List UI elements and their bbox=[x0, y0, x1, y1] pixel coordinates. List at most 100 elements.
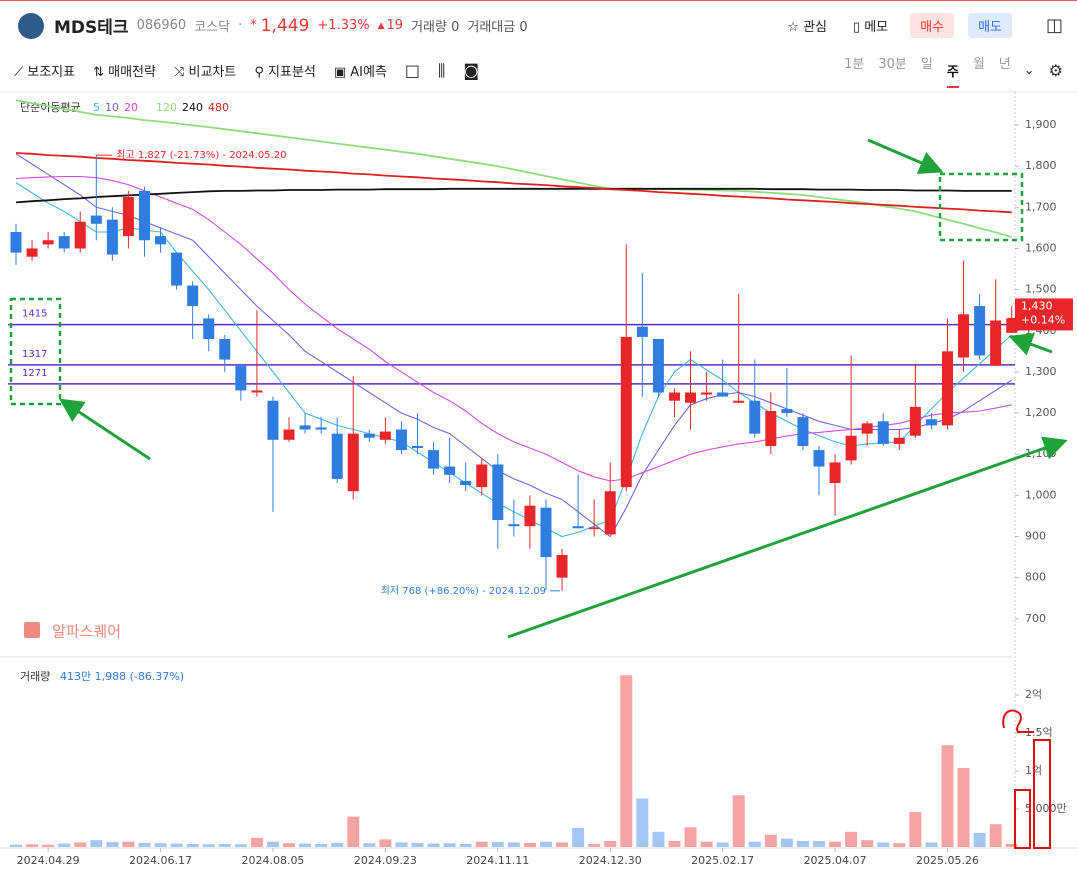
candle-body bbox=[331, 433, 343, 479]
volume-bar bbox=[491, 842, 504, 847]
toolbar-item[interactable]: ⤨ 비교차트 bbox=[173, 64, 237, 80]
toolbar-items: ⟋ 보조지표 ⇅ 매매전략 ⤨ 비교차트 ⚲ 지표분석 ▣ AI예측 □ ⫼ ◙ bbox=[14, 61, 497, 81]
market: 코스닥 bbox=[194, 20, 231, 35]
toolbar-item[interactable]: ⇅ 매매전략 bbox=[93, 64, 156, 80]
last-change: +0.14% bbox=[1021, 313, 1065, 326]
candle-body bbox=[620, 336, 632, 488]
horizontal-line-label: 1415 bbox=[22, 309, 47, 320]
volume-bar bbox=[604, 840, 617, 847]
candle-body bbox=[524, 505, 536, 527]
volume-bar bbox=[668, 840, 681, 847]
period[interactable]: 1분 bbox=[844, 57, 865, 72]
last-price: 1,430 bbox=[1021, 299, 1053, 312]
volume-bar bbox=[363, 843, 376, 847]
period[interactable]: 주 bbox=[946, 61, 959, 88]
volume-bar bbox=[829, 841, 842, 847]
legend-entry: 480 bbox=[208, 101, 229, 114]
volume-bar bbox=[170, 843, 183, 847]
tool-icon[interactable]: ◙ bbox=[463, 60, 479, 80]
buy-button[interactable]: 매수 bbox=[910, 13, 955, 38]
volume-bar bbox=[427, 843, 440, 847]
candle-body bbox=[460, 480, 472, 486]
x-tick-label: 2025.04.07 bbox=[804, 854, 867, 867]
y-tick-label: 800 bbox=[1025, 571, 1046, 584]
amount: 거래대금 0 bbox=[467, 20, 528, 35]
volume-bar bbox=[154, 843, 167, 847]
candle-body bbox=[572, 526, 584, 529]
candle-body bbox=[877, 421, 889, 444]
x-tick-label: 2024.12.30 bbox=[579, 854, 642, 867]
candle-body bbox=[299, 425, 311, 430]
horizontal-line-label: 1271 bbox=[22, 368, 47, 379]
x-tick-label: 2025.02.17 bbox=[691, 854, 754, 867]
volume-bar bbox=[283, 843, 296, 847]
volume-bar bbox=[813, 840, 825, 847]
period[interactable]: 년 bbox=[998, 57, 1011, 72]
toolbar-item-label: 보조지표 bbox=[27, 64, 76, 80]
toolbar-item-label: 비교차트 bbox=[188, 64, 237, 80]
y-tick-label: 1,000 bbox=[1025, 488, 1057, 501]
panel-toggle[interactable]: ◫ bbox=[1045, 15, 1063, 36]
candle-body bbox=[251, 390, 263, 393]
candle-body bbox=[909, 406, 921, 436]
volume-bar bbox=[507, 842, 520, 847]
sell-button[interactable]: 매도 bbox=[968, 13, 1012, 38]
candle-body bbox=[267, 400, 279, 440]
up-icon: ▲ bbox=[377, 20, 385, 31]
volume-bar bbox=[202, 844, 215, 847]
candle-body bbox=[941, 351, 953, 426]
x-tick-label: 2024.04.29 bbox=[17, 854, 80, 867]
periods: 1분 30분 일 주 월 년 bbox=[837, 53, 1018, 88]
volume-bar bbox=[138, 842, 151, 847]
y-tick-label: 1,600 bbox=[1025, 241, 1057, 254]
volume-label: 거래량 bbox=[20, 670, 50, 683]
toolbar-item-label: AI예측 bbox=[350, 64, 387, 80]
x-tick-label: 2024.09.23 bbox=[354, 854, 417, 867]
tool-icon[interactable]: □ bbox=[404, 60, 421, 80]
legend-entry: 240 bbox=[182, 101, 203, 114]
candle-body bbox=[363, 433, 375, 438]
stock-code: 086960 bbox=[136, 18, 187, 33]
toolbar-item[interactable]: ⟋ 보조지표 bbox=[14, 64, 76, 80]
period[interactable]: 30분 bbox=[878, 57, 907, 72]
candle-body bbox=[58, 236, 70, 249]
y-tick-label: 700 bbox=[1025, 612, 1046, 625]
tool-icon[interactable]: ⫼ bbox=[438, 60, 446, 80]
period[interactable]: 월 bbox=[972, 57, 985, 72]
y2-tick-label: 5,000만 bbox=[1025, 802, 1067, 815]
toolbar-item-label: 매매전략 bbox=[108, 64, 156, 80]
volume-bar bbox=[556, 842, 569, 847]
volume-bar bbox=[588, 843, 601, 847]
volume-info: 413만 1,988 (-86.37%) bbox=[60, 670, 184, 683]
volume-bar bbox=[861, 840, 874, 847]
toolbar-item-label: 지표분석 bbox=[268, 64, 316, 80]
volume-bar bbox=[122, 841, 135, 847]
candle-body bbox=[203, 318, 215, 339]
volume-bar bbox=[989, 824, 1002, 847]
candle-body bbox=[540, 507, 552, 558]
toolbar-item[interactable]: ▣ AI예측 bbox=[333, 64, 387, 80]
volume-bar bbox=[925, 842, 938, 847]
candle-body bbox=[74, 221, 86, 249]
toolbar-item[interactable]: ⚲ 지표분석 bbox=[254, 64, 316, 80]
watch[interactable]: ☆ 관심 bbox=[787, 20, 827, 35]
ma-line bbox=[15, 187, 1012, 204]
memo[interactable]: ▯ 메모 bbox=[852, 20, 889, 35]
y-tick-label: 1,800 bbox=[1025, 159, 1057, 172]
period[interactable]: 일 bbox=[920, 57, 933, 72]
volume-bar bbox=[652, 831, 665, 847]
volume-bar bbox=[572, 828, 585, 847]
candle-body bbox=[974, 306, 986, 356]
volume-bar bbox=[234, 844, 247, 847]
header: MDS테크 086960 코스닥 · * 1,449 +1.33% ▲ 19 거… bbox=[0, 0, 1077, 50]
volume-bar bbox=[266, 841, 279, 847]
volume-bar bbox=[780, 838, 793, 847]
period-dropdown[interactable]: ⌄ bbox=[1023, 63, 1035, 78]
legend-entry: 20 bbox=[124, 101, 138, 114]
candle-body bbox=[990, 320, 1002, 366]
settings[interactable]: ⚙ bbox=[1048, 61, 1063, 80]
logo bbox=[18, 12, 44, 39]
high-label: 최고 1,827 (-21.73%) - 2024.05.20 bbox=[116, 149, 286, 161]
candle-body bbox=[315, 427, 327, 430]
volume-bar bbox=[347, 816, 360, 847]
